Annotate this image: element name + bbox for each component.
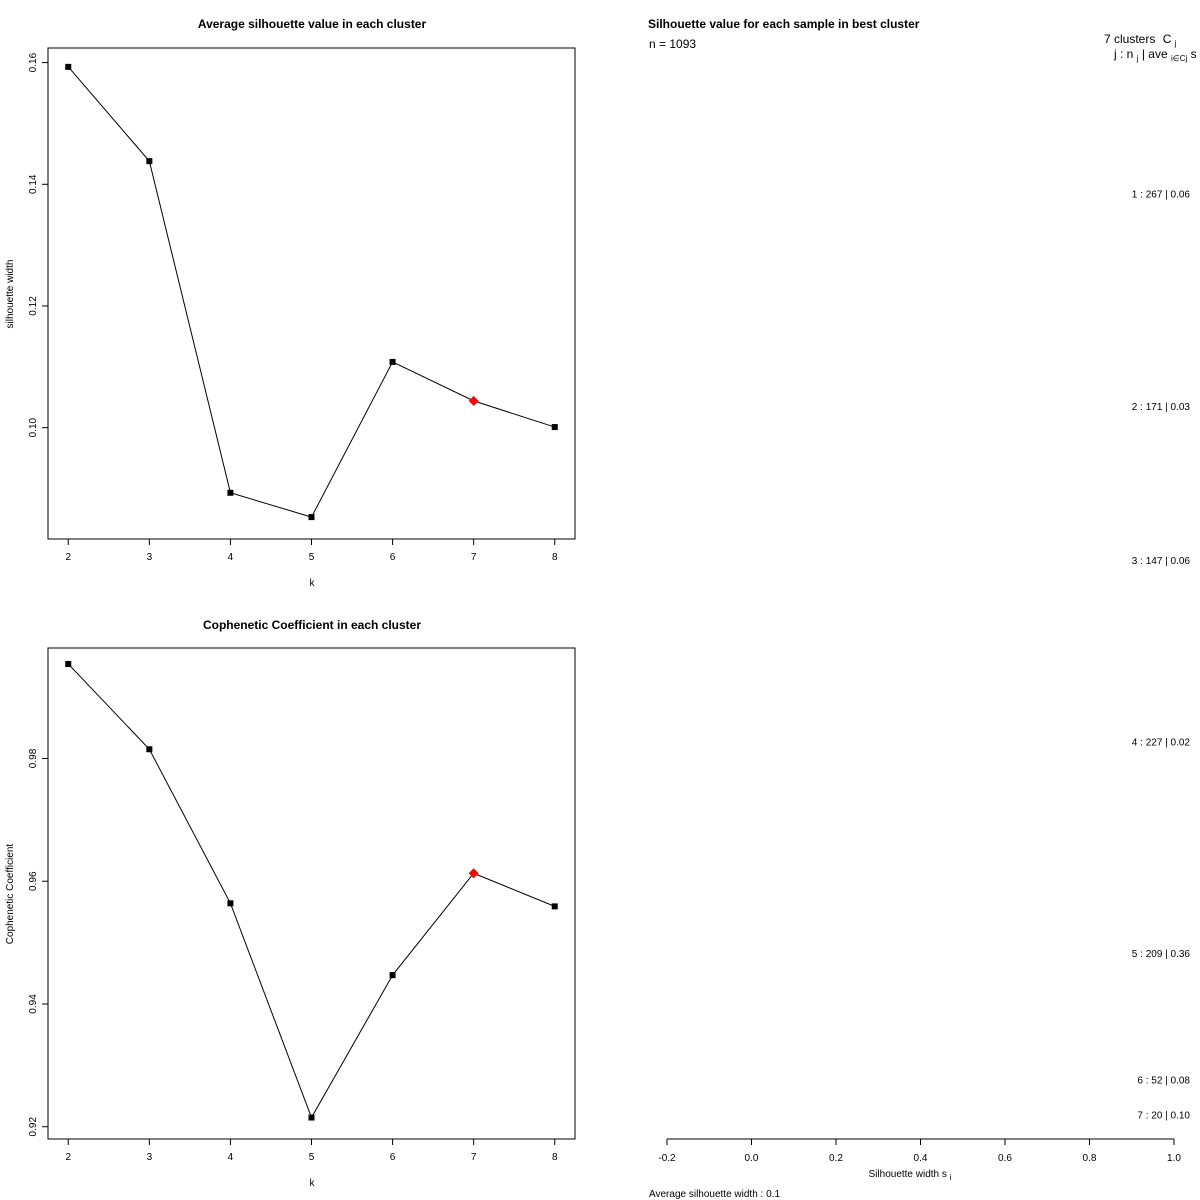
y-tick-label: 0.12 xyxy=(28,296,39,316)
silhouette-width-label: Silhouette width s i xyxy=(869,1169,952,1182)
cophenetic-line-panel: Cophenetic Coefficient in each cluster 2… xyxy=(5,618,576,1189)
y-tick-label: 0.94 xyxy=(28,994,39,1014)
silhouette-plot-panel: Silhouette value for each sample in best… xyxy=(648,17,1200,1200)
columns-header-j-n: j : n xyxy=(1113,47,1133,61)
x-tick-label: 4 xyxy=(228,552,234,563)
x-tick-label: 1.0 xyxy=(1167,1153,1181,1164)
cluster-band xyxy=(751,633,760,852)
silhouette-y-label: silhouette width xyxy=(5,260,16,329)
cophenetic-y-label: Cophenetic Coefficient xyxy=(5,844,16,945)
x-tick-label: 7 xyxy=(471,552,477,563)
best-k-marker xyxy=(468,395,479,406)
silhouette-x-label: k xyxy=(310,578,316,589)
cluster-label: 4 : 227 | 0.02 xyxy=(1132,737,1191,748)
silhouette-width-label-sub: i xyxy=(950,1173,952,1182)
series-line xyxy=(67,66,555,518)
average-silhouette-footer: Average silhouette width : 0.1 xyxy=(649,1189,780,1200)
cluster-symbol: C xyxy=(1163,32,1172,46)
x-tick-label: 7 xyxy=(471,1152,477,1163)
cophenetic-plot-frame xyxy=(47,647,576,1140)
cluster-label: 5 : 209 | 0.36 xyxy=(1132,949,1191,960)
cluster-labels: 1 : 267 | 0.06 2 : 171 | 0.03 3 : 147 | 0.… xyxy=(1132,189,1191,1121)
cluster-symbol-sub: j xyxy=(1174,39,1177,48)
x-tick-label: -0.2 xyxy=(658,1153,676,1164)
y-tick-label: 0.96 xyxy=(28,871,39,891)
columns-header-s: s xyxy=(1191,47,1197,61)
cluster-count-text: 7 clusters xyxy=(1104,32,1155,46)
data-point xyxy=(65,63,72,70)
cophenetic-y-axis: 0.92 0.94 0.96 0.98 xyxy=(28,748,48,1136)
silhouette-plot-title: Silhouette value for each sample in best… xyxy=(648,17,920,31)
data-point xyxy=(227,900,234,907)
silhouette-series xyxy=(65,63,558,521)
data-point xyxy=(389,972,396,979)
y-tick-label: 0.14 xyxy=(28,174,39,194)
y-tick-label: 0.92 xyxy=(28,1117,39,1137)
cluster-label: 3 : 147 | 0.06 xyxy=(1132,556,1191,567)
data-point xyxy=(389,358,396,365)
cluster-label: 6 : 52 | 0.08 xyxy=(1137,1075,1190,1086)
x-tick-label: 8 xyxy=(552,552,558,563)
silhouette-x-axis: 2 3 4 5 6 7 8 xyxy=(65,539,558,563)
data-point xyxy=(551,903,558,910)
columns-header-ave: | ave xyxy=(1142,47,1168,61)
y-tick-label: 0.98 xyxy=(28,748,39,768)
silhouette-width-axis: -0.2 0.0 0.2 0.4 0.6 0.8 1.0 xyxy=(658,1138,1181,1164)
cluster-label: 7 : 20 | 0.10 xyxy=(1137,1110,1190,1121)
x-tick-label: 2 xyxy=(65,552,71,563)
cluster-band xyxy=(751,853,904,1055)
data-point xyxy=(227,489,234,496)
data-point xyxy=(146,158,153,165)
silhouette-width-label-text: Silhouette width s xyxy=(869,1169,947,1180)
cluster-band xyxy=(751,66,777,323)
y-tick-label: 0.10 xyxy=(28,417,39,437)
x-tick-label: 8 xyxy=(552,1152,558,1163)
columns-header-sub-cj: i∈Cj xyxy=(1171,54,1188,63)
y-tick-label: 0.16 xyxy=(28,52,39,72)
cluster-band xyxy=(751,490,777,632)
data-point xyxy=(146,746,153,753)
cluster-label: 1 : 267 | 0.06 xyxy=(1132,189,1191,200)
x-tick-label: 3 xyxy=(147,1152,153,1163)
x-tick-label: 0.0 xyxy=(745,1153,759,1164)
data-point xyxy=(308,1114,315,1121)
cophenetic-series xyxy=(65,660,558,1121)
cluster-band xyxy=(751,1056,786,1105)
best-k-marker xyxy=(468,868,479,879)
x-tick-label: 4 xyxy=(228,1152,234,1163)
silhouette-line-panel: Average silhouette value in each cluster… xyxy=(5,17,576,589)
x-tick-label: 5 xyxy=(309,552,315,563)
x-tick-label: 0.6 xyxy=(998,1153,1012,1164)
x-tick-label: 5 xyxy=(309,1152,315,1163)
cophenetic-panel-title: Cophenetic Coefficient in each cluster xyxy=(203,618,421,632)
cophenetic-x-axis: 2 3 4 5 6 7 8 xyxy=(65,1139,558,1163)
cluster-label: 2 : 171 | 0.03 xyxy=(1132,402,1191,413)
x-tick-label: 2 xyxy=(65,1152,71,1163)
x-tick-label: 6 xyxy=(390,552,396,563)
x-tick-label: 0.2 xyxy=(829,1153,843,1164)
x-tick-label: 3 xyxy=(147,552,153,563)
data-point xyxy=(65,660,72,667)
cluster-count-header: 7 clusters C j xyxy=(1104,32,1177,48)
x-tick-label: 0.4 xyxy=(914,1153,928,1164)
cophenetic-x-label: k xyxy=(310,1178,316,1189)
columns-header-sub-j: j xyxy=(1136,54,1139,63)
silhouette-bars xyxy=(751,66,904,1124)
cluster-columns-header: j : n j | ave i∈Cj s i xyxy=(1113,47,1200,64)
series-line xyxy=(67,663,555,1119)
x-tick-label: 0.8 xyxy=(1083,1153,1097,1164)
silhouette-y-axis: 0.10 0.12 0.14 0.16 xyxy=(28,52,48,437)
data-point xyxy=(308,514,315,521)
x-tick-label: 6 xyxy=(390,1152,396,1163)
silhouette-plot-frame xyxy=(47,47,576,540)
sample-count-label: n = 1093 xyxy=(649,37,696,51)
data-point xyxy=(551,424,558,431)
cluster-band xyxy=(751,324,765,489)
cluster-band xyxy=(751,1106,794,1124)
silhouette-panel-title: Average silhouette value in each cluster xyxy=(198,17,427,31)
